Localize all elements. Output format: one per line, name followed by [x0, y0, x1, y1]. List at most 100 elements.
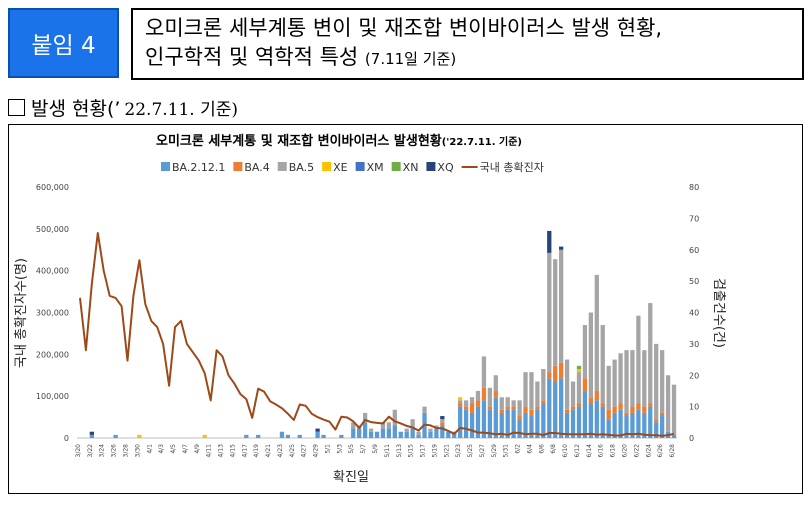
bar-ba5: [410, 419, 415, 429]
x-tick-label: 6/26: [657, 444, 664, 458]
bar-ba2121: [559, 378, 564, 438]
x-tick-label: 4/23: [277, 444, 284, 458]
bar-ba5: [386, 422, 392, 429]
x-tick-label: 4/13: [218, 444, 225, 458]
bar-ba2121: [321, 434, 326, 438]
bar-ba2121: [428, 431, 433, 438]
bar-ba2121: [392, 425, 397, 438]
x-tick-label: 3/26: [111, 444, 118, 458]
x-tick-label: 6/4: [526, 444, 533, 454]
bar-ba2121: [410, 428, 415, 438]
y2-tick-label: 80: [689, 183, 699, 192]
bar-ba2121: [642, 412, 647, 438]
attachment-badge-label: 붙임 4: [31, 33, 96, 59]
bar-ba5: [564, 359, 570, 410]
bar-ba4: [636, 403, 641, 410]
legend-label-line7: 국내 총확진자: [480, 161, 544, 174]
bar-ba2121: [547, 378, 552, 438]
bar-ba5: [422, 406, 427, 413]
x-tick-label: 4/21: [265, 444, 272, 458]
bar-xq: [315, 428, 320, 432]
section-date: 22.7.11. 기준): [124, 100, 239, 120]
document-title-box: 오미크론 세부계통 변이 및 재조합 변이바이러스 발생 현황, 인구학적 및 …: [131, 8, 804, 80]
bar-ba4: [469, 403, 475, 413]
bar-ba5: [404, 428, 409, 432]
y-tick-label: 400,000: [36, 267, 69, 276]
bar-ba2121: [624, 416, 629, 438]
bar-ba2121: [279, 431, 285, 438]
bar-ba2121: [588, 403, 593, 438]
y-tick-label: 300,000: [36, 309, 69, 318]
bar-ba4: [517, 416, 522, 420]
bar-ba2121: [463, 409, 469, 438]
bar-ba2121: [660, 416, 665, 438]
attachment-badge: 붙임 4: [8, 8, 119, 78]
bar-ba4: [600, 403, 605, 407]
bar-xq: [440, 416, 445, 420]
bar-ba2121: [529, 416, 534, 438]
x-tick-label: 4/25: [289, 444, 296, 458]
bar-ba4: [624, 412, 629, 417]
bar-ba2121: [594, 400, 599, 438]
x-tick-label: 4/7: [182, 444, 189, 454]
bar-ba5: [458, 400, 463, 404]
bar-ba5: [505, 397, 510, 407]
bar-ba2121: [244, 434, 249, 438]
bar-ba4: [535, 406, 540, 410]
bar-ba4: [648, 403, 653, 407]
bar-ba5: [570, 381, 576, 407]
bar-ba5: [535, 381, 540, 407]
x-tick-label: 5/31: [503, 444, 510, 458]
x-tick-label: 5/23: [455, 444, 462, 458]
x-tick-label: 4/15: [229, 444, 236, 458]
bar-ba2121: [398, 431, 403, 438]
title-line-2-main: 인구학적 및 역학적 특성: [145, 45, 359, 69]
bar-ba2121: [535, 409, 540, 438]
y-tick-label: 500,000: [36, 225, 69, 234]
legend-label-xn: XN: [403, 161, 419, 174]
bar-ba4: [481, 387, 487, 401]
bar-ba4: [523, 406, 528, 413]
bar-ba2121: [357, 428, 362, 438]
y2-tick-label: 10: [689, 403, 699, 412]
bar-ba5: [600, 325, 605, 404]
bar-ba4: [553, 365, 558, 382]
chart-title: 오미크론 세부계통 및 재조합 변이바이러스 발생현황('22.7.11. 기준…: [156, 133, 522, 149]
x-tick-label: 6/10: [562, 444, 569, 458]
bar-ba2121: [630, 412, 635, 438]
bar-ba5: [671, 384, 677, 435]
bar-ba4: [458, 403, 463, 407]
title-line-2: 인구학적 및 역학적 특성 (7.11일 기준): [145, 42, 790, 74]
bar-ba2121: [481, 400, 487, 438]
bar-ba4: [630, 406, 635, 413]
bar-ba5: [624, 350, 629, 413]
x-tick-label: 6/28: [669, 444, 676, 458]
legend-label-xe: XE: [333, 161, 348, 174]
bar-ba5: [582, 325, 588, 379]
bar-ba4: [440, 422, 445, 426]
bar-ba5: [380, 422, 386, 429]
bar-ba5: [665, 375, 671, 432]
y2-tick-label: 30: [689, 340, 699, 349]
bar-ba5: [362, 412, 368, 423]
bar-xe: [458, 397, 463, 401]
x-tick-label: 4/19: [253, 444, 260, 458]
legend-swatch-xm: [355, 162, 365, 171]
legend-swatch-xq: [426, 162, 436, 171]
bar-ba2121: [315, 431, 320, 438]
legend-swatch-ba4: [233, 162, 243, 171]
bar-ba5: [487, 387, 493, 407]
bar-ba4: [660, 412, 665, 417]
bar-ba2121: [469, 412, 475, 438]
bar-ba2121: [493, 397, 498, 438]
bar-ba4: [511, 406, 516, 410]
bar-ba5: [559, 249, 564, 363]
x-tick-label: 5/25: [467, 444, 474, 458]
bar-ba5: [463, 400, 469, 407]
x-tick-label: 5/19: [431, 444, 438, 458]
bar-ba5: [541, 368, 546, 401]
x-tick-label: 6/8: [550, 444, 557, 454]
y2-tick-label: 0: [689, 434, 694, 443]
line-series-total-cases: [79, 232, 675, 437]
legend-swatch-xe: [322, 162, 332, 171]
